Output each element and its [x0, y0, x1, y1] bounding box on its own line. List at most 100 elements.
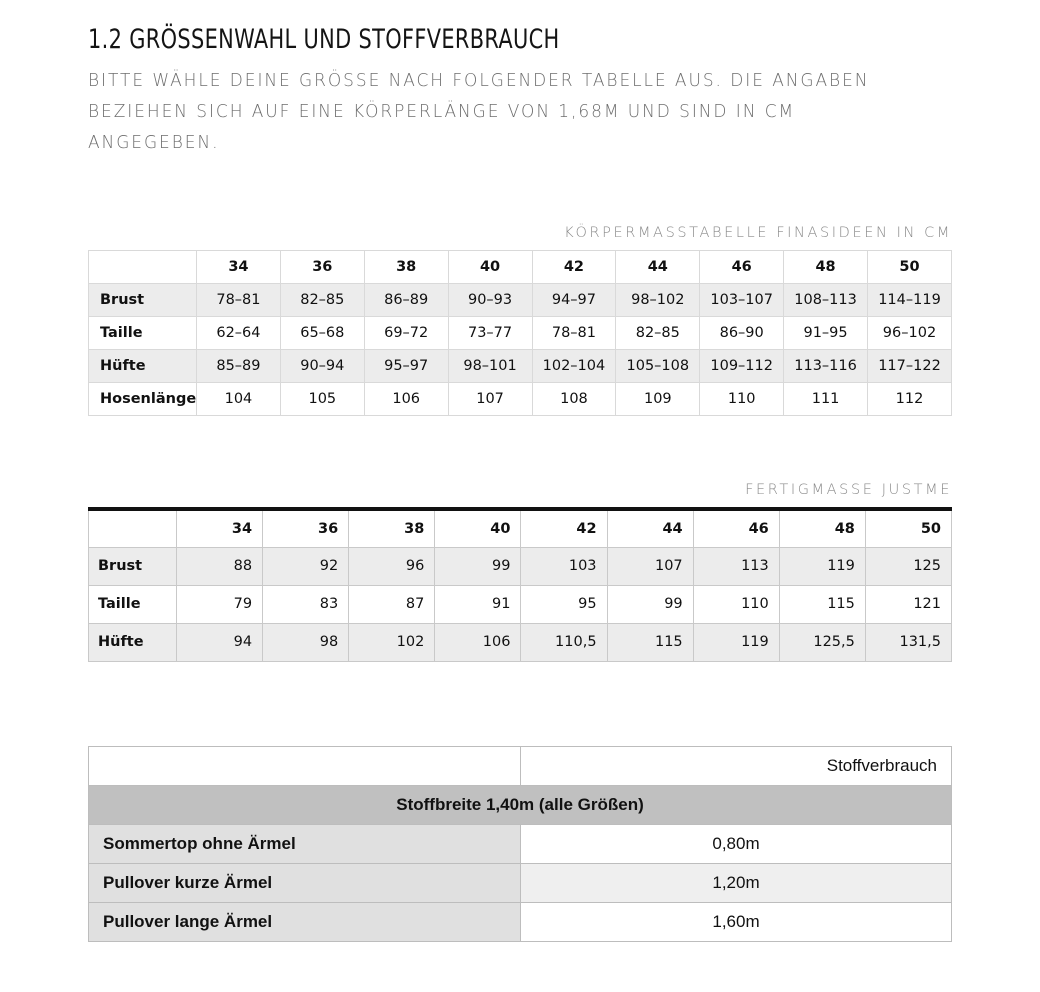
row-label-huefte: Hüfte [88, 622, 177, 662]
cell-taille-44: 99 [606, 584, 694, 624]
cell-brust-48: 119 [778, 546, 866, 586]
size-header-42: 42 [531, 250, 617, 285]
garment-label-sommertop: Sommertop ohne Ärmel [88, 823, 521, 864]
cell-brust-40: 90–93 [447, 283, 533, 318]
body-table-caption: Körpermaßtabelle Finasideen in cm [564, 225, 952, 242]
size-header-44: 44 [606, 509, 694, 548]
corner-cell [88, 745, 521, 786]
spacer-above-finished-table [88, 416, 952, 482]
page-title: 1.2 Größenwahl und Stoffverbrauch [88, 24, 560, 55]
table-row: Pullover lange Ärmel 1,60m [88, 901, 952, 942]
cell-huefte-50: 117–122 [867, 349, 952, 384]
body-measurements-table: 34 36 38 40 42 44 46 48 50 Brust 78–81 8… [88, 250, 952, 417]
cell-hosenlaenge-42: 108 [531, 382, 617, 417]
table-row: Brust 78–81 82–85 86–89 90–93 94–97 98–1… [88, 283, 952, 318]
table-row: Brust 88 92 96 99 103 107 113 119 125 [88, 546, 953, 586]
size-header-42: 42 [520, 509, 608, 548]
corner-cell [88, 509, 177, 548]
cell-taille-46: 86–90 [699, 316, 785, 351]
size-header-40: 40 [434, 509, 522, 548]
table-row: Taille 79 83 87 91 95 99 110 115 121 [88, 584, 953, 624]
cell-brust-44: 107 [606, 546, 694, 586]
intro-paragraph: Bitte wähle deine Größe nach folgender T… [88, 71, 870, 154]
fabric-value-pullover-kurz: 1,20m [520, 862, 952, 903]
body-table-body: Brust 78–81 82–85 86–89 90–93 94–97 98–1… [88, 283, 952, 417]
cell-brust-50: 125 [864, 546, 953, 586]
fabric-header-label: Stoffverbrauch [520, 745, 952, 786]
size-header-50: 50 [864, 509, 953, 548]
cell-hosenlaenge-34: 104 [196, 382, 281, 417]
cell-taille-36: 65–68 [279, 316, 365, 351]
cell-brust-42: 94–97 [531, 283, 617, 318]
fabric-consumption-table: Stoffverbrauch Stoffbreite 1,40m (alle G… [88, 745, 952, 942]
finished-table-caption: Fertigmaße JustMe [745, 482, 952, 499]
cell-hosenlaenge-48: 111 [783, 382, 868, 417]
fabric-band-row: Stoffbreite 1,40m (alle Größen) [88, 784, 952, 825]
cell-huefte-50: 131,5 [864, 622, 953, 662]
cell-hosenlaenge-40: 107 [447, 382, 533, 417]
cell-taille-42: 78–81 [531, 316, 617, 351]
table-row: Hüfte 85–89 90–94 95–97 98–101 102–104 1… [88, 349, 952, 384]
cell-taille-36: 83 [262, 584, 350, 624]
cell-taille-48: 91–95 [783, 316, 868, 351]
cell-huefte-46: 109–112 [699, 349, 785, 384]
cell-huefte-48: 125,5 [778, 622, 866, 662]
cell-brust-48: 108–113 [783, 283, 868, 318]
cell-brust-42: 103 [520, 546, 608, 586]
cell-huefte-38: 102 [348, 622, 436, 662]
cell-huefte-40: 98–101 [447, 349, 533, 384]
cell-hosenlaenge-50: 112 [867, 382, 952, 417]
cell-huefte-44: 105–108 [615, 349, 701, 384]
spacer-above-body-table [88, 159, 952, 225]
cell-huefte-34: 94 [175, 622, 264, 662]
row-label-huefte: Hüfte [88, 349, 197, 384]
finished-table-head: 34 36 38 40 42 44 46 48 50 [88, 509, 953, 548]
size-header-38: 38 [348, 509, 436, 548]
row-label-hosenlaenge: Hosenlänge [88, 382, 197, 417]
cell-huefte-42: 110,5 [520, 622, 608, 662]
body-table-head: 34 36 38 40 42 44 46 48 50 [88, 250, 952, 285]
cell-taille-40: 91 [434, 584, 522, 624]
spacer-above-fabric-table [88, 662, 952, 746]
row-label-brust: Brust [88, 283, 197, 318]
size-header-46: 46 [699, 250, 785, 285]
cell-brust-34: 88 [175, 546, 264, 586]
size-header-44: 44 [615, 250, 701, 285]
cell-taille-46: 110 [692, 584, 780, 624]
cell-taille-40: 73–77 [447, 316, 533, 351]
size-header-46: 46 [692, 509, 780, 548]
row-label-taille: Taille [88, 584, 177, 624]
cell-hosenlaenge-46: 110 [699, 382, 785, 417]
size-header-38: 38 [363, 250, 449, 285]
cell-huefte-36: 90–94 [279, 349, 365, 384]
cell-brust-38: 96 [348, 546, 436, 586]
cell-brust-36: 82–85 [279, 283, 365, 318]
fabric-table-body: Stoffverbrauch Stoffbreite 1,40m (alle G… [88, 745, 952, 942]
corner-cell [88, 250, 197, 285]
size-header-36: 36 [279, 250, 365, 285]
cell-brust-46: 103–107 [699, 283, 785, 318]
row-label-brust: Brust [88, 546, 177, 586]
size-header-40: 40 [447, 250, 533, 285]
cell-huefte-38: 95–97 [363, 349, 449, 384]
cell-brust-44: 98–102 [615, 283, 701, 318]
fabric-value-pullover-lang: 1,60m [520, 901, 952, 942]
cell-taille-44: 82–85 [615, 316, 701, 351]
cell-taille-38: 69–72 [363, 316, 449, 351]
cell-taille-38: 87 [348, 584, 436, 624]
cell-huefte-34: 85–89 [196, 349, 281, 384]
size-header-34: 34 [196, 250, 281, 285]
fabric-header-row: Stoffverbrauch [88, 745, 952, 786]
cell-taille-50: 121 [864, 584, 953, 624]
cell-brust-36: 92 [262, 546, 350, 586]
cell-huefte-36: 98 [262, 622, 350, 662]
finished-measurements-table: 34 36 38 40 42 44 46 48 50 Brust 88 92 9… [88, 507, 953, 662]
cell-huefte-48: 113–116 [783, 349, 868, 384]
fabric-value-sommertop: 0,80m [520, 823, 952, 864]
cell-brust-38: 86–89 [363, 283, 449, 318]
garment-label-pullover-lang: Pullover lange Ärmel [88, 901, 521, 942]
cell-taille-48: 115 [778, 584, 866, 624]
size-header-48: 48 [778, 509, 866, 548]
table-row: Taille 62–64 65–68 69–72 73–77 78–81 82–… [88, 316, 952, 351]
cell-huefte-46: 119 [692, 622, 780, 662]
